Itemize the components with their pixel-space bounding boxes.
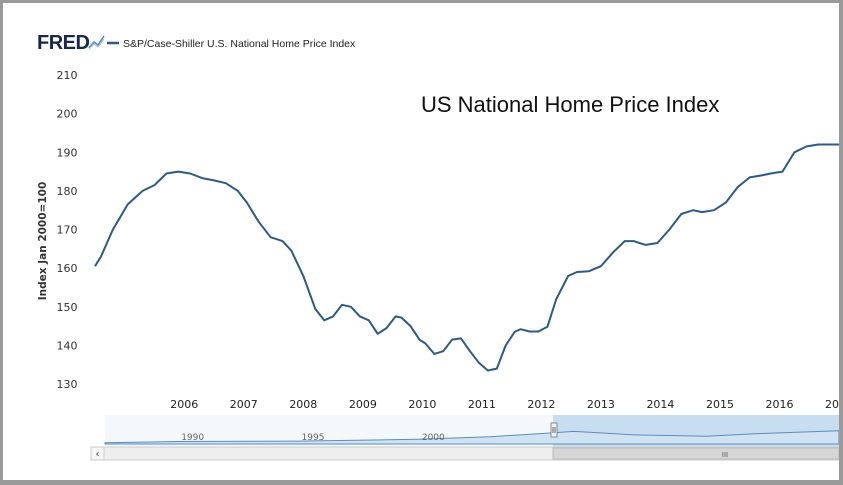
x-tick-label: 2014: [646, 398, 674, 411]
legend-label[interactable]: S&P/Case-Shiller U.S. National Home Pric…: [123, 38, 356, 50]
x-tick-label: 2013: [587, 398, 615, 411]
scrollbar[interactable]: ‹ III: [90, 446, 839, 461]
y-tick-label: 180: [57, 185, 78, 198]
y-tick-label: 140: [57, 339, 78, 352]
navigator-year-labels: 1990 1995 2000: [181, 433, 445, 443]
navigator-year-label: 2000: [422, 433, 445, 443]
navigator-year-label: 1990: [181, 433, 204, 443]
y-tick-label: 190: [57, 146, 78, 159]
overlay-title: US National Home Price Index: [421, 92, 719, 117]
x-tick-label: 2009: [349, 398, 377, 411]
y-tick-label: 170: [57, 224, 78, 237]
x-tick-label: 2015: [706, 398, 734, 411]
chevron-left-icon: ‹: [96, 449, 100, 460]
scrollbar-grip-icon: III: [722, 451, 728, 459]
x-tick-label: 2006: [170, 398, 198, 411]
plot-area: [94, 143, 839, 372]
y-axis-ticks: 130 140 150 160 170 180 190 200 210: [57, 69, 78, 391]
y-tick-label: 200: [57, 108, 78, 121]
x-tick-label: 2010: [408, 398, 436, 411]
x-axis-ticks: 2006 2007 2008 2009 2010 2011 2012 2013 2014 2015…: [170, 398, 839, 411]
navigator-left-handle[interactable]: [550, 422, 558, 438]
x-tick-label: 2012: [527, 398, 555, 411]
x-tick-label: 2016: [765, 398, 793, 411]
y-axis-label: Index Jan 2000=100: [37, 182, 49, 301]
x-tick-label: 2008: [289, 398, 317, 411]
range-navigator[interactable]: 1990 1995 2000: [104, 415, 839, 447]
y-tick-label: 150: [57, 301, 78, 314]
series-line[interactable]: [94, 143, 839, 372]
line-chart-icon: [88, 35, 105, 50]
navigator-year-label: 1995: [302, 433, 325, 443]
y-tick-label: 130: [57, 378, 78, 391]
x-tick-label: 2007: [230, 398, 258, 411]
chart-frame: FRED S&P/Case-Shiller U.S. National Home…: [3, 3, 839, 480]
chart-canvas: FRED S&P/Case-Shiller U.S. National Home…: [37, 32, 839, 461]
y-tick-label: 160: [57, 262, 78, 275]
scrollbar-thumb[interactable]: [552, 447, 839, 460]
scroll-left-button[interactable]: [90, 446, 105, 461]
y-tick-label: 210: [57, 69, 78, 82]
fred-logo[interactable]: FRED: [37, 32, 90, 54]
x-tick-label: 2017: [825, 398, 839, 411]
x-tick-label: 2011: [468, 398, 496, 411]
